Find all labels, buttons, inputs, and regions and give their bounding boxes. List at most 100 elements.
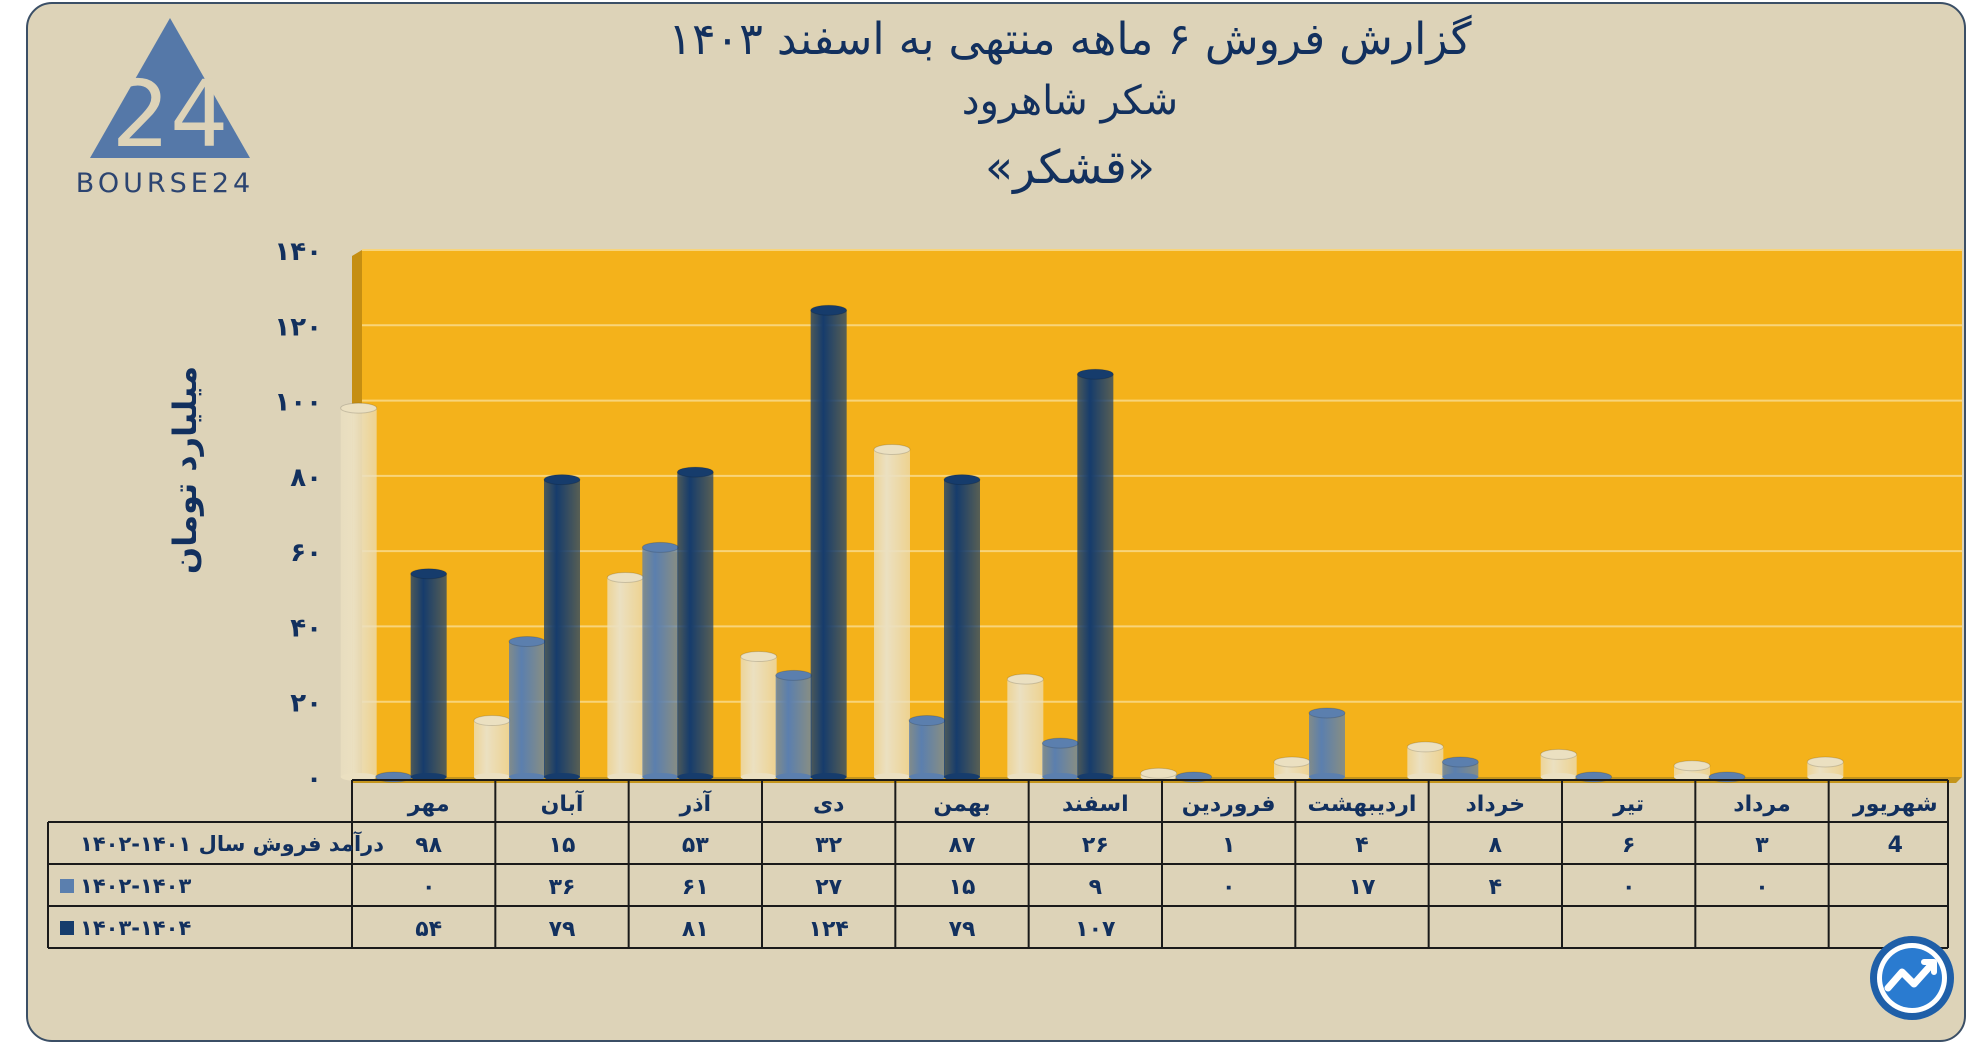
- bar: [1076, 368, 1114, 781]
- bar: [1673, 760, 1711, 781]
- logo-triangle: [90, 18, 250, 158]
- bar-top: [810, 304, 848, 316]
- bar: [1006, 673, 1044, 781]
- bar: [775, 669, 813, 781]
- bar-top: [508, 635, 546, 647]
- data-label: ۳۲: [815, 833, 842, 858]
- y-tick-label: ۲۰: [290, 689, 322, 719]
- legend-label: درآمد فروش سال ۱۴۰۱-۱۴۰۲: [80, 831, 384, 856]
- bar: [606, 571, 644, 781]
- bar-top: [740, 651, 778, 663]
- data-label: ۰: [1222, 875, 1235, 900]
- bar: [873, 444, 911, 781]
- data-label: ۸۱: [682, 917, 709, 942]
- x-tick-label: مهر: [407, 792, 450, 817]
- legend-label: ۱۴۰۲-۱۴۰۳: [80, 874, 191, 898]
- trend-chart-icon[interactable]: [1868, 934, 1956, 1022]
- y-tick-label: ۰: [306, 764, 322, 794]
- bar-top: [641, 541, 679, 553]
- logo-mark: 24: [111, 61, 228, 168]
- data-label: ۰: [1622, 875, 1635, 900]
- data-label: ۳۶: [549, 875, 576, 900]
- chart-subtitle: شکر شاهرود: [961, 78, 1179, 124]
- bar-body: [1007, 679, 1044, 777]
- bar-top: [908, 715, 946, 727]
- plot-area: [362, 250, 1962, 777]
- bar-top: [1540, 748, 1578, 760]
- legend-swatch: [60, 879, 74, 893]
- bar-body: [944, 479, 980, 777]
- bar: [676, 466, 714, 781]
- data-label: ۶: [1622, 833, 1635, 858]
- bar: [543, 474, 581, 781]
- bar: [810, 304, 848, 781]
- bar-top: [473, 715, 511, 727]
- bar-top: [1041, 737, 1079, 749]
- bar-body: [810, 310, 847, 777]
- data-label: ۱۲۴: [809, 917, 849, 942]
- bar: [340, 402, 378, 781]
- legend-label: ۱۴۰۳-۱۴۰۴: [80, 916, 191, 940]
- bar-body: [1309, 713, 1345, 777]
- x-tick-label: خرداد: [1465, 792, 1525, 817]
- bar: [740, 651, 778, 781]
- y-tick-label: ۴۰: [290, 613, 322, 643]
- bar: [473, 715, 511, 781]
- bar-top: [676, 466, 714, 478]
- chart-title: گزارش فروش ۶ ماهه منتهی به اسفند ۱۴۰۳: [668, 14, 1472, 65]
- data-label: ۱۵: [949, 875, 976, 900]
- x-tick-label: آذر: [679, 789, 712, 817]
- bourse24-logo: 24: [90, 18, 250, 168]
- data-label: ۳: [1755, 833, 1769, 858]
- x-tick-label: آبان: [541, 789, 584, 817]
- x-tick-label: شهریور: [1852, 792, 1938, 817]
- y-tick-label: ۱۴۰: [274, 237, 322, 267]
- data-label: ۸۷: [949, 833, 976, 858]
- bar-body: [474, 720, 510, 777]
- data-label: ۱۰۷: [1075, 917, 1116, 942]
- legend-swatch: [60, 921, 74, 935]
- data-label: ۱: [1222, 833, 1235, 858]
- data-label: ۹: [1089, 875, 1102, 900]
- bar-top: [606, 571, 644, 583]
- data-label: ۷۹: [549, 917, 576, 942]
- bar-body: [1540, 754, 1577, 777]
- y-tick-label: ۸۰: [290, 463, 322, 493]
- bar-top: [1406, 741, 1444, 753]
- data-label: 4: [1888, 833, 1903, 858]
- bar: [508, 635, 546, 781]
- bar: [1308, 707, 1346, 781]
- bar-top: [943, 474, 981, 486]
- bar-top: [1806, 756, 1844, 768]
- bar-top: [410, 568, 448, 580]
- chart-ticker: «قشکر»: [984, 140, 1156, 194]
- bar: [908, 715, 946, 781]
- data-label: ۸: [1489, 833, 1503, 858]
- y-tick-label: ۱۲۰: [274, 312, 322, 342]
- data-label: ۲۷: [815, 875, 842, 900]
- bar-body: [1674, 765, 1710, 777]
- data-label: ۲۶: [1082, 833, 1109, 858]
- data-label: ۴: [1489, 875, 1502, 900]
- data-label: ۵۳: [682, 833, 709, 858]
- bar: [410, 568, 448, 781]
- bar: [1406, 741, 1444, 781]
- bar-body: [740, 656, 777, 777]
- bar-top: [1673, 760, 1711, 772]
- bar-body: [1077, 374, 1114, 777]
- bar: [1041, 737, 1079, 781]
- bar: [1140, 767, 1178, 781]
- bar-body: [874, 449, 910, 777]
- bar-top: [1308, 707, 1346, 719]
- bar-body: [1407, 746, 1444, 777]
- bar-body: [410, 573, 447, 777]
- x-tick-label: دی: [813, 792, 844, 817]
- data-label: ۱۷: [1349, 875, 1376, 900]
- bar-top: [340, 402, 378, 414]
- bar: [1806, 756, 1844, 781]
- bar-top: [1006, 673, 1044, 685]
- data-label: ۹۸: [415, 833, 442, 858]
- bar-body: [677, 472, 714, 777]
- bar: [641, 541, 679, 781]
